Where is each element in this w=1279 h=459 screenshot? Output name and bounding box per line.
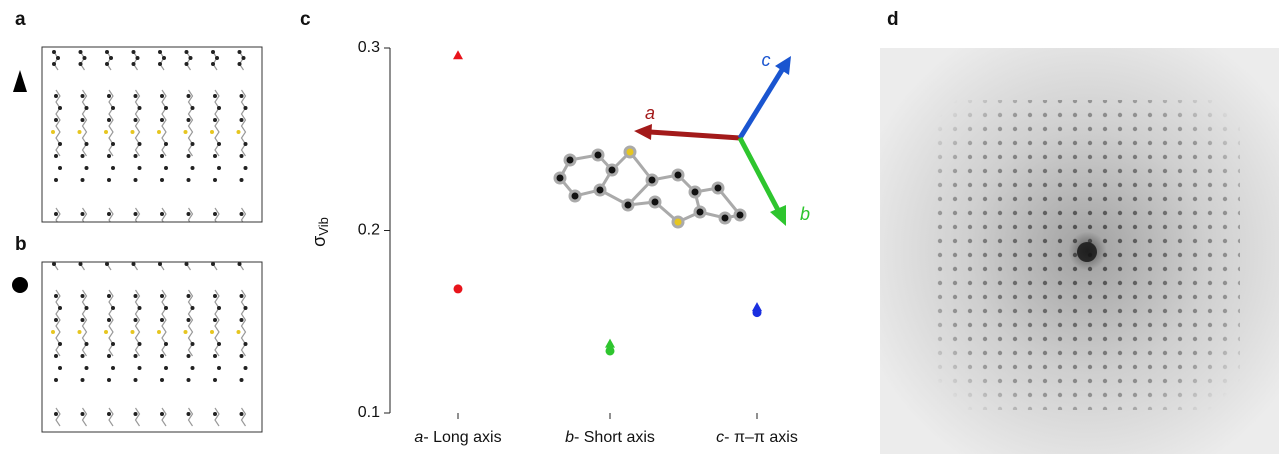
triangle-point (453, 50, 463, 59)
circle-point (606, 346, 615, 355)
inset-axis-label: c (762, 50, 771, 70)
inset-axis-label: a (645, 103, 655, 123)
circle-point (753, 308, 762, 317)
packing-image-a (42, 47, 262, 222)
inset-axis-label: b (800, 204, 810, 224)
category-prefix: a (414, 429, 423, 446)
triangle-symbol (13, 70, 27, 92)
molecule (555, 147, 745, 227)
figure: σVib abcd0.10.20.3a- Long axisb- Short a… (0, 0, 1279, 454)
circle-symbol (12, 277, 28, 293)
panel-label: d (887, 9, 899, 30)
x-tick-label: b- Short axis (565, 429, 655, 446)
y-tick-label: 0.3 (358, 39, 380, 56)
y-axis-symbol: σ (309, 236, 329, 247)
category-prefix: c (716, 429, 724, 446)
x-tick-label: a- Long axis (414, 429, 501, 446)
category-prefix: b (565, 429, 574, 446)
diffraction-center (1077, 242, 1097, 262)
category-name: - Short axis (574, 429, 655, 446)
packing-image-b (42, 262, 262, 432)
x-tick-label: c- π–π axis (716, 429, 798, 446)
triangle-point (605, 339, 615, 348)
y-axis-subscript: Vib (316, 217, 331, 236)
y-axis-title: σVib (309, 217, 332, 247)
category-name: - Long axis (423, 429, 501, 446)
panel-label: b (15, 234, 27, 255)
y-tick-label: 0.2 (358, 222, 380, 239)
y-tick-label: 0.1 (358, 404, 380, 421)
category-name: - π–π axis (724, 429, 798, 446)
panel-label: a (15, 9, 26, 30)
panel-label: c (300, 9, 311, 30)
circle-point (454, 284, 463, 293)
